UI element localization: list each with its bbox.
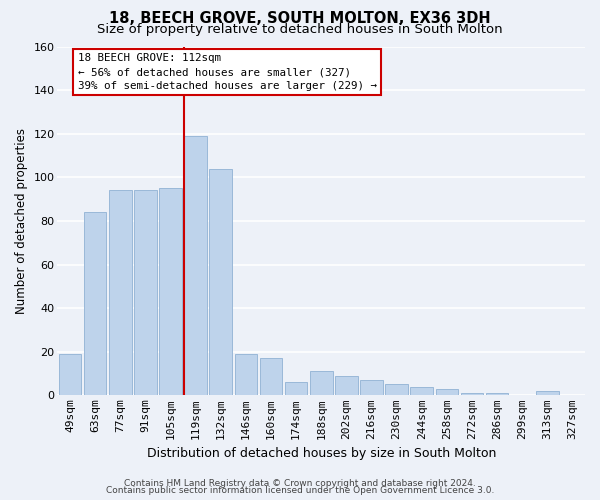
Bar xyxy=(486,393,508,396)
Bar xyxy=(109,190,131,396)
Text: 18, BEECH GROVE, SOUTH MOLTON, EX36 3DH: 18, BEECH GROVE, SOUTH MOLTON, EX36 3DH xyxy=(109,11,491,26)
Text: Contains public sector information licensed under the Open Government Licence 3.: Contains public sector information licen… xyxy=(106,486,494,495)
Bar xyxy=(159,188,182,396)
Bar xyxy=(461,393,483,396)
Text: Size of property relative to detached houses in South Molton: Size of property relative to detached ho… xyxy=(97,22,503,36)
Text: Contains HM Land Registry data © Crown copyright and database right 2024.: Contains HM Land Registry data © Crown c… xyxy=(124,478,476,488)
Bar xyxy=(410,386,433,396)
Bar xyxy=(84,212,106,396)
Bar xyxy=(360,380,383,396)
Bar xyxy=(310,372,332,396)
Text: 18 BEECH GROVE: 112sqm
← 56% of detached houses are smaller (327)
39% of semi-de: 18 BEECH GROVE: 112sqm ← 56% of detached… xyxy=(77,53,377,91)
Y-axis label: Number of detached properties: Number of detached properties xyxy=(15,128,28,314)
Bar xyxy=(184,136,207,396)
Bar xyxy=(260,358,282,396)
Bar xyxy=(335,376,358,396)
Bar xyxy=(285,382,307,396)
Bar xyxy=(536,391,559,396)
Bar xyxy=(385,384,408,396)
Bar xyxy=(436,389,458,396)
Bar xyxy=(59,354,82,396)
X-axis label: Distribution of detached houses by size in South Molton: Distribution of detached houses by size … xyxy=(146,447,496,460)
Bar xyxy=(134,190,157,396)
Bar xyxy=(235,354,257,396)
Bar xyxy=(209,168,232,396)
